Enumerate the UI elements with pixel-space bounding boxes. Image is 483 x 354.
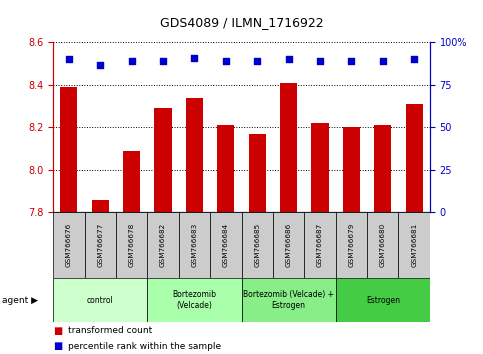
Text: GDS4089 / ILMN_1716922: GDS4089 / ILMN_1716922 [160, 16, 323, 29]
Point [379, 58, 387, 64]
Bar [249, 134, 266, 212]
Bar [304, 212, 336, 278]
Text: ■: ■ [53, 341, 62, 351]
Bar [186, 98, 203, 212]
Bar [147, 212, 179, 278]
Bar [116, 212, 147, 278]
Text: GSM766687: GSM766687 [317, 223, 323, 267]
Point [128, 58, 135, 64]
Bar [123, 151, 140, 212]
Text: Bortezomib
(Velcade): Bortezomib (Velcade) [172, 290, 216, 310]
Text: GSM766686: GSM766686 [285, 223, 292, 267]
Bar [147, 278, 242, 322]
Bar [210, 212, 242, 278]
Text: Bortezomib (Velcade) +
Estrogen: Bortezomib (Velcade) + Estrogen [243, 290, 334, 310]
Bar [242, 278, 336, 322]
Bar [179, 212, 210, 278]
Bar [242, 212, 273, 278]
Bar [155, 108, 171, 212]
Text: agent ▶: agent ▶ [2, 296, 39, 304]
Text: GSM766677: GSM766677 [97, 223, 103, 267]
Bar [406, 104, 423, 212]
Point [285, 57, 293, 62]
Text: transformed count: transformed count [68, 326, 152, 336]
Text: GSM766685: GSM766685 [254, 223, 260, 267]
Point [253, 58, 261, 64]
Bar [374, 125, 391, 212]
Bar [398, 212, 430, 278]
Text: ■: ■ [53, 326, 62, 336]
Point [411, 57, 418, 62]
Bar [273, 212, 304, 278]
Point [191, 55, 199, 61]
Bar [343, 127, 360, 212]
Bar [53, 212, 85, 278]
Point [159, 58, 167, 64]
Bar [92, 200, 109, 212]
Point [65, 57, 73, 62]
Bar [217, 125, 234, 212]
Text: GSM766682: GSM766682 [160, 223, 166, 267]
Bar [280, 83, 297, 212]
Text: control: control [87, 296, 114, 304]
Point [316, 58, 324, 64]
Text: GSM766684: GSM766684 [223, 223, 229, 267]
Text: Estrogen: Estrogen [366, 296, 400, 304]
Text: GSM766681: GSM766681 [411, 223, 417, 267]
Point [348, 58, 355, 64]
Text: percentile rank within the sample: percentile rank within the sample [68, 342, 221, 351]
Bar [85, 212, 116, 278]
Text: GSM766683: GSM766683 [191, 223, 198, 267]
Point [222, 58, 230, 64]
Bar [312, 123, 328, 212]
Bar [53, 278, 147, 322]
Bar [336, 212, 367, 278]
Bar [367, 212, 398, 278]
Text: GSM766678: GSM766678 [128, 223, 135, 267]
Point [97, 62, 104, 67]
Bar [336, 278, 430, 322]
Text: GSM766680: GSM766680 [380, 223, 386, 267]
Bar [60, 87, 77, 212]
Text: GSM766679: GSM766679 [348, 223, 355, 267]
Text: GSM766676: GSM766676 [66, 223, 72, 267]
